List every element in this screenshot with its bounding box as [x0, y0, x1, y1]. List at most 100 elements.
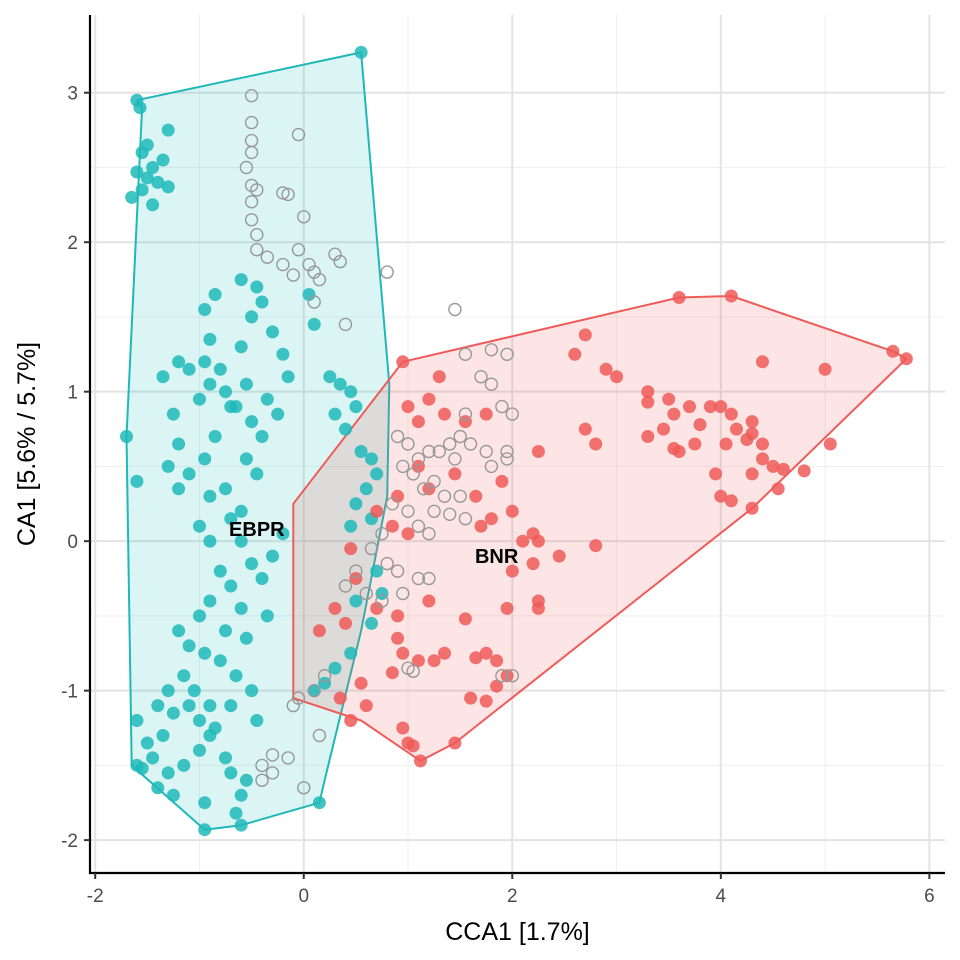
point-ebpr [198, 823, 212, 837]
point-bnr [370, 601, 384, 615]
point-unassigned [333, 254, 347, 269]
point-ebpr [239, 631, 253, 645]
point-ebpr [203, 377, 217, 391]
point-bnr [385, 666, 399, 680]
y-tick-label: 2 [67, 233, 78, 254]
point-bnr [359, 699, 373, 713]
point-unassigned [427, 474, 441, 489]
point-unassigned [484, 343, 499, 357]
point-unassigned [390, 564, 405, 578]
point-ebpr [219, 385, 232, 399]
point-ebpr [349, 594, 363, 608]
point-ebpr [307, 317, 321, 331]
point-bnr [745, 501, 759, 515]
point-bnr [469, 489, 483, 503]
point-ebpr [130, 165, 144, 179]
point-ebpr [198, 303, 212, 316]
point-bnr [344, 542, 358, 556]
point-unassigned [458, 347, 473, 361]
point-bnr [531, 534, 545, 548]
point-bnr [714, 400, 728, 414]
point-unassigned [500, 347, 514, 361]
point-unassigned [281, 751, 295, 765]
point-bnr [438, 407, 451, 421]
point-bnr [349, 572, 363, 585]
point-unassigned [406, 467, 420, 481]
group-hulls [125, 51, 908, 831]
point-ebpr [187, 684, 201, 698]
point-unassigned [291, 127, 306, 142]
point-bnr [495, 474, 509, 488]
point-unassigned [265, 748, 280, 762]
point-ebpr [229, 400, 243, 414]
point-bnr [396, 355, 410, 369]
point-ebpr [239, 377, 253, 391]
point-unassigned [448, 452, 462, 466]
point-ebpr [172, 624, 186, 638]
point-unassigned [380, 265, 394, 279]
point-unassigned [380, 556, 394, 571]
point-ebpr [245, 684, 259, 698]
point-bnr [474, 519, 488, 533]
point-ebpr [307, 684, 321, 698]
point-bnr [641, 395, 655, 409]
point-unassigned [317, 669, 332, 683]
point-ebpr [203, 594, 217, 608]
point-ebpr [281, 370, 295, 384]
point-ebpr [146, 161, 160, 174]
point-bnr [479, 646, 493, 660]
point-ebpr [224, 766, 238, 780]
point-bnr [766, 459, 780, 473]
point-ebpr [276, 527, 290, 541]
point-unassigned [375, 527, 389, 541]
x-tick-label: 0 [298, 886, 309, 907]
point-ebpr [208, 430, 222, 443]
point-ebpr [146, 751, 160, 765]
point-ebpr [239, 452, 253, 466]
point-ebpr [140, 138, 154, 152]
point-unassigned [463, 437, 478, 451]
point-bnr [719, 437, 733, 451]
point-unassigned [479, 444, 493, 459]
point-unassigned [458, 407, 473, 421]
point-unassigned [291, 242, 306, 257]
point-ebpr [198, 355, 212, 369]
point-unassigned [453, 489, 467, 503]
point-ebpr [133, 101, 147, 115]
axes: -2 0 2 4 6 -2 -1 0 1 2 3 [61, 15, 945, 907]
point-unassigned [255, 758, 269, 773]
point-ebpr [182, 699, 196, 713]
point-bnr [724, 407, 738, 421]
point-ebpr [182, 639, 196, 653]
point-unassigned [484, 377, 499, 391]
x-tick-label: 2 [507, 886, 518, 907]
point-ebpr [234, 340, 248, 354]
point-bnr [531, 445, 545, 458]
point-ebpr [239, 773, 253, 787]
point-unassigned [505, 669, 519, 683]
point-ebpr [193, 714, 206, 727]
point-bnr [414, 754, 427, 768]
point-bnr [458, 612, 472, 626]
x-tick-label: -2 [87, 886, 104, 907]
point-bnr [479, 694, 493, 708]
point-bnr [422, 392, 436, 406]
point-ebpr [245, 557, 259, 571]
point-ebpr [146, 198, 160, 212]
point-ebpr [354, 445, 368, 458]
point-bnr [411, 654, 425, 668]
point-ebpr [349, 400, 363, 414]
point-bnr [899, 352, 913, 366]
point-bnr [552, 549, 566, 563]
point-ebpr [161, 766, 175, 780]
point-ebpr [224, 579, 238, 593]
point-bnr [662, 392, 676, 406]
point-unassigned [484, 459, 499, 474]
point-unassigned [422, 571, 436, 586]
point-bnr [344, 714, 358, 727]
point-ebpr [140, 171, 154, 185]
point-unassigned [265, 766, 280, 780]
y-tick-label: -1 [61, 682, 78, 703]
point-ebpr [156, 370, 170, 384]
